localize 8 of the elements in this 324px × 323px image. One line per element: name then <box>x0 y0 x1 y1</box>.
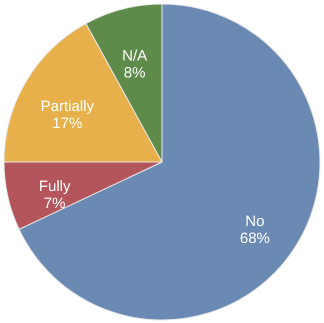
slice-label: Fully <box>38 178 71 195</box>
data-label: 68% <box>240 230 270 247</box>
data-label: 8% <box>124 64 146 82</box>
data-label: 17% <box>52 115 82 132</box>
data-label: 7% <box>44 194 66 212</box>
slice-label: No <box>245 212 264 230</box>
slice-label: Partially <box>40 98 94 116</box>
slice-label: N/A <box>122 47 148 64</box>
